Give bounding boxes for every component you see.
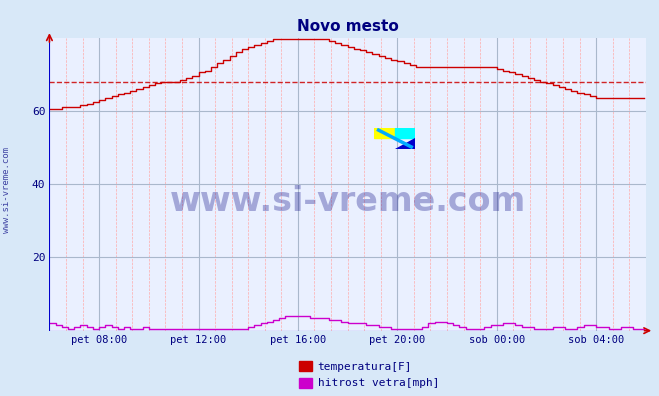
Title: Novo mesto: Novo mesto: [297, 19, 399, 34]
Text: www.si-vreme.com: www.si-vreme.com: [2, 147, 11, 233]
Text: www.si-vreme.com: www.si-vreme.com: [169, 185, 526, 218]
Legend: temperatura[F], hitrost vetra[mph]: temperatura[F], hitrost vetra[mph]: [299, 362, 440, 388]
Bar: [374, 128, 395, 139]
Bar: [395, 128, 415, 139]
Polygon shape: [395, 139, 415, 149]
